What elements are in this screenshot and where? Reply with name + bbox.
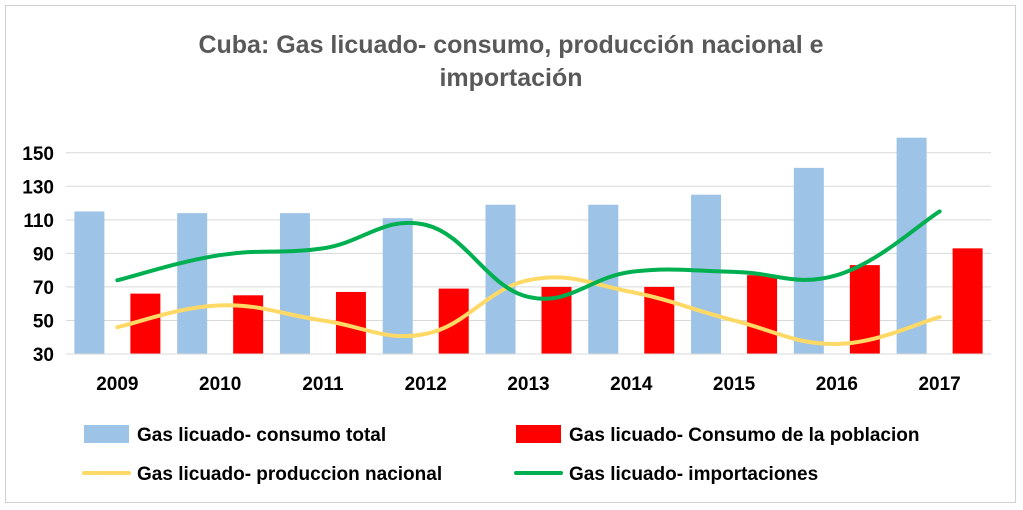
bar-consumo-total	[485, 204, 516, 354]
legend-label: Gas licuado- produccion nacional	[137, 464, 442, 485]
bar-consumo-total	[382, 218, 413, 354]
bars-group	[74, 137, 983, 354]
y-tick-label: 110	[23, 211, 54, 232]
y-tick-label: 90	[33, 244, 54, 265]
x-tick-label: 2017	[918, 374, 960, 395]
bar-consumo-total	[691, 194, 722, 354]
x-tick-label: 2015	[713, 374, 756, 395]
lines-group	[115, 209, 942, 346]
bar-consumo-total	[177, 213, 208, 354]
legend: Gas licuado- consumo total Gas licuado- C…	[82, 425, 920, 485]
legend-label: Gas licuado- importaciones	[569, 464, 818, 485]
x-tick-label: 2016	[816, 374, 858, 395]
legend-label: Gas licuado- consumo total	[137, 425, 386, 446]
y-tick-label: 30	[33, 345, 54, 366]
chart-title-line-1: Cuba: Gas licuado- consumo, producción n…	[198, 31, 823, 59]
bar-consumo-total	[74, 211, 105, 354]
bar-consumo-poblacion	[747, 275, 778, 354]
bar-consumo-total	[793, 167, 824, 354]
bar-consumo-total	[279, 213, 310, 354]
chart-title-line-2: importación	[439, 64, 582, 92]
y-tick-label: 130	[22, 177, 54, 198]
legend-swatch	[516, 425, 561, 443]
x-tick-label: 2010	[199, 374, 241, 395]
bar-consumo-total	[896, 137, 927, 354]
x-axis: 2009 2010 2011 2012 2013 2014 2015 2016 2017	[66, 353, 991, 395]
chart-frame: Cuba: Gas licuado- consumo, producción n…	[5, 5, 1016, 503]
series-line-produccion	[115, 275, 942, 346]
y-axis: 30 50 70 90 110 130 150	[22, 144, 54, 366]
legend-swatch	[84, 425, 129, 443]
y-tick-label: 150	[22, 144, 54, 165]
x-tick-label: 2009	[96, 374, 138, 395]
x-tick-label: 2014	[610, 374, 653, 395]
legend-label: Gas licuado- Consumo de la poblacion	[569, 425, 920, 446]
y-tick-label: 70	[33, 278, 54, 299]
x-tick-label: 2011	[302, 374, 344, 395]
x-tick-label: 2013	[507, 374, 549, 395]
bar-consumo-poblacion	[952, 248, 983, 354]
y-tick-label: 50	[33, 311, 54, 332]
x-tick-label: 2012	[405, 374, 447, 395]
series-line-importaciones	[115, 209, 942, 301]
chart-canvas: Cuba: Gas licuado- consumo, producción n…	[22, 31, 991, 485]
